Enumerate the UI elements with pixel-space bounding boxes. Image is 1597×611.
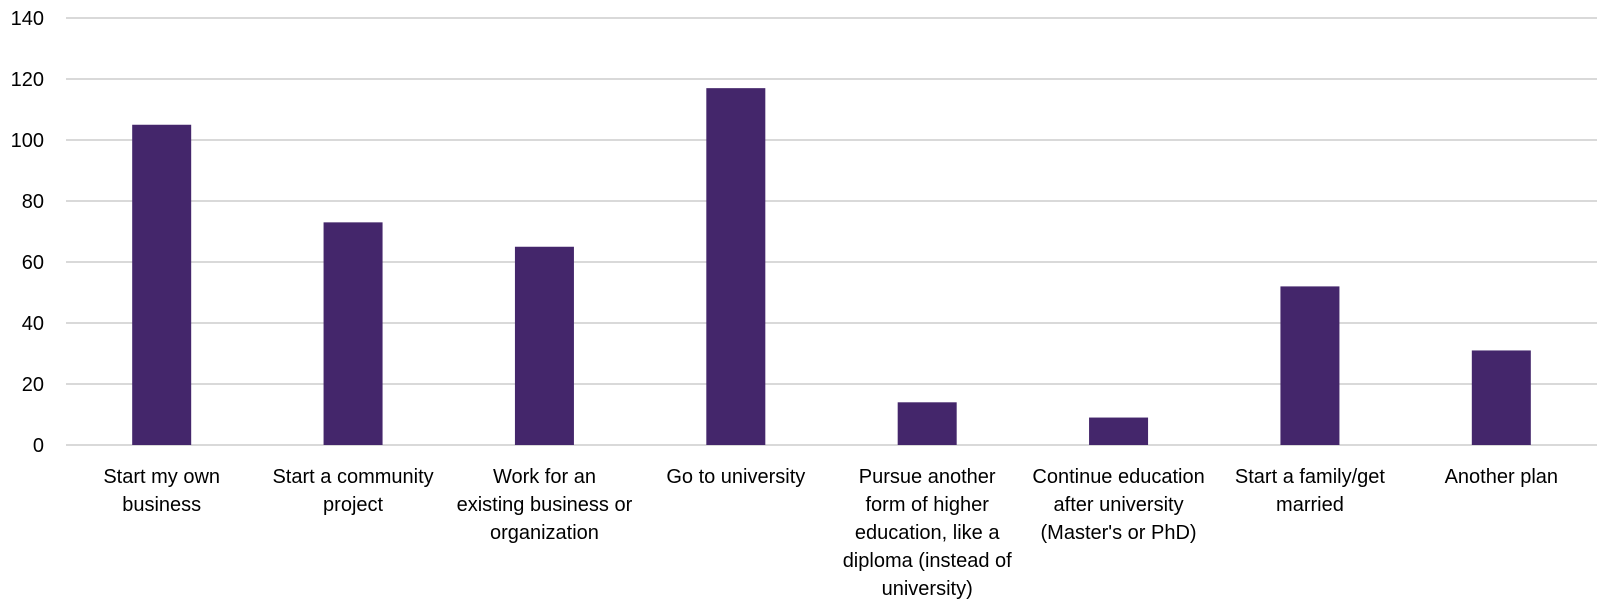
bars [132, 88, 1531, 446]
bar [323, 222, 383, 445]
x-category-label: Another plan [1445, 466, 1558, 488]
y-tick-label: 60 [22, 252, 44, 274]
x-axis-labels: Start my own business Start a community pro… [103, 466, 1558, 600]
y-axis-ticks: 0 20 40 60 80 100 120 140 [11, 8, 44, 457]
bar [1089, 417, 1149, 445]
x-category-label: Start my own business [103, 466, 220, 516]
bar [132, 124, 192, 445]
x-category-label: Start a family/get married [1235, 466, 1386, 516]
x-category-label: Work for an existing business or organizat… [457, 466, 633, 544]
y-tick-label: 140 [11, 8, 44, 30]
y-tick-label: 20 [22, 374, 44, 396]
y-tick-label: 40 [22, 313, 44, 335]
x-category-label: Continue education after university (Maste… [1032, 466, 1204, 544]
bar [897, 402, 957, 445]
y-tick-label: 120 [11, 69, 44, 91]
bar [706, 88, 766, 446]
x-category-label: Go to university [666, 466, 805, 488]
x-category-label: Start a community project [272, 466, 433, 516]
y-tick-label: 80 [22, 191, 44, 213]
y-tick-label: 0 [33, 435, 44, 457]
bar [514, 246, 574, 445]
bar [1471, 350, 1531, 445]
bar [1280, 286, 1340, 445]
y-tick-label: 100 [11, 130, 44, 152]
gridlines [66, 17, 1597, 446]
x-category-label: Pursue another form of higher education, l… [843, 466, 1012, 600]
